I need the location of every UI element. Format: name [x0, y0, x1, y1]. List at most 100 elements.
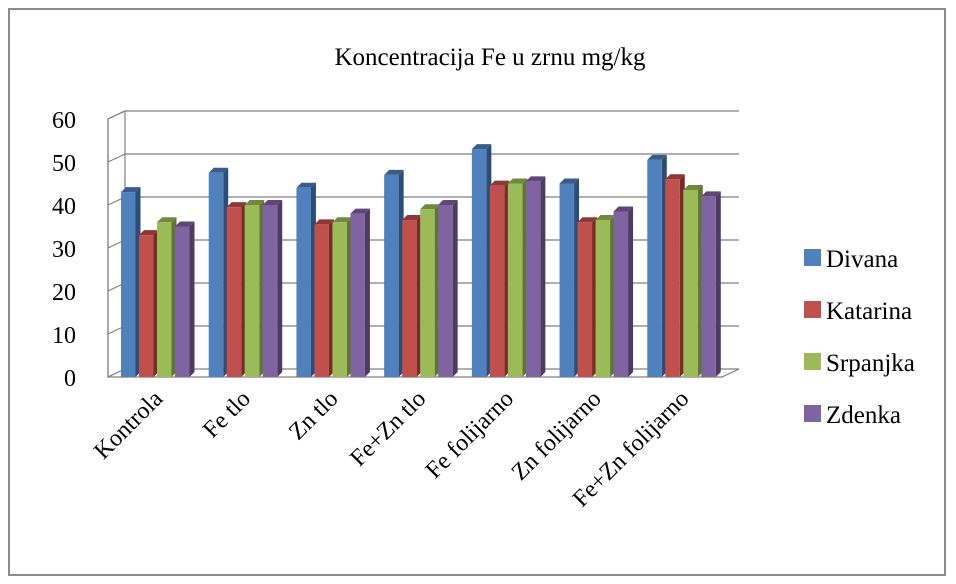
bar	[559, 178, 580, 377]
bar	[665, 174, 685, 377]
bar	[402, 215, 422, 377]
bar-top	[577, 217, 598, 223]
bar-front	[384, 174, 399, 377]
legend-swatch	[804, 353, 821, 370]
bar-top	[175, 221, 195, 227]
x-tick-label: Fe+Zn tlo	[345, 386, 431, 472]
gridline-side	[107, 153, 126, 163]
bar-front	[647, 159, 662, 377]
bar	[420, 204, 440, 377]
x-tick-label: Fe folijarno	[421, 386, 519, 484]
bar-top	[613, 206, 634, 212]
bar-front	[438, 205, 453, 377]
y-tick-label: 50	[52, 151, 76, 177]
bar	[471, 144, 492, 377]
bar-front	[595, 220, 611, 377]
legend-swatch	[804, 405, 821, 422]
bar	[683, 184, 703, 377]
bar-side	[715, 191, 721, 377]
bar-top	[296, 182, 316, 188]
y-tick-label: 40	[52, 194, 76, 220]
bar-front	[332, 222, 347, 377]
bar-top	[701, 191, 721, 197]
bar-front	[577, 222, 593, 377]
bar-front	[244, 205, 260, 377]
bar	[332, 217, 352, 377]
y-tick-label: 0	[64, 366, 76, 392]
bar-front	[701, 196, 716, 377]
bar-front	[226, 207, 242, 377]
bar-top	[525, 176, 546, 182]
bar	[350, 208, 370, 377]
bar	[121, 187, 141, 377]
x-tick-label: Kontrola	[89, 386, 168, 465]
bar-front	[121, 192, 136, 377]
bar-top	[507, 178, 528, 184]
legend-label: Divana	[826, 246, 898, 273]
bar-front	[683, 189, 698, 377]
bar-front	[471, 149, 487, 377]
bar-side	[277, 200, 283, 377]
legend-swatch	[804, 301, 821, 318]
bar	[489, 180, 510, 377]
bar	[314, 219, 334, 377]
bar	[613, 206, 634, 377]
bar	[262, 200, 283, 377]
bar-top	[350, 208, 370, 214]
bar	[384, 169, 404, 377]
bar-top	[420, 204, 440, 210]
legend-item: Zdenka	[804, 402, 901, 429]
y-tick-label: 20	[52, 280, 76, 306]
bar-top	[314, 219, 334, 225]
bar-top	[683, 184, 703, 190]
legend-label: Katarina	[826, 298, 912, 325]
bar-side	[628, 206, 634, 377]
bar-front	[489, 185, 505, 377]
legend-item: Katarina	[804, 298, 912, 325]
legend-item: Divana	[804, 246, 898, 273]
y-tick-label: 30	[52, 237, 76, 263]
legend-swatch	[804, 249, 821, 266]
bar-front	[665, 179, 680, 377]
bar-top	[489, 180, 510, 186]
legend-label: Srpanjka	[826, 350, 915, 377]
bar	[647, 154, 667, 377]
legend: Divana Katarina Srpanjka Zdenka	[804, 246, 915, 429]
bar-side	[452, 200, 458, 377]
bar-top	[208, 167, 229, 173]
bar-front	[525, 181, 541, 377]
bar-top	[244, 200, 265, 205]
bar	[157, 217, 177, 377]
bar	[139, 230, 159, 377]
bar-front	[507, 183, 523, 377]
bar-top	[647, 154, 667, 160]
gridline-side	[107, 110, 126, 120]
bar	[226, 202, 247, 377]
bar-side	[364, 208, 370, 377]
bar-top	[559, 178, 580, 184]
chart-title: Koncentracija Fe u zrnu mg/kg	[334, 44, 646, 71]
bar-front	[208, 172, 224, 377]
bars	[121, 144, 721, 377]
x-tick-label: Fe tlo	[198, 386, 256, 444]
bar-front	[139, 235, 154, 377]
bar-front	[613, 211, 629, 377]
bar-front	[402, 220, 417, 377]
bar	[244, 200, 265, 377]
x-tick-label: Zn tlo	[284, 386, 343, 445]
bar-front	[157, 222, 172, 377]
bar-front	[350, 213, 365, 377]
bar-side	[540, 176, 546, 377]
y-tick-label: 10	[52, 323, 76, 349]
bar-top	[402, 215, 422, 221]
bar-top	[595, 215, 616, 221]
legend-label: Zdenka	[826, 402, 901, 429]
bar	[208, 167, 229, 377]
bar-front	[314, 224, 329, 377]
bar-front	[296, 187, 311, 377]
bar	[525, 176, 546, 377]
bar	[175, 221, 195, 377]
bar-top	[471, 144, 492, 150]
bar-front	[559, 183, 575, 377]
